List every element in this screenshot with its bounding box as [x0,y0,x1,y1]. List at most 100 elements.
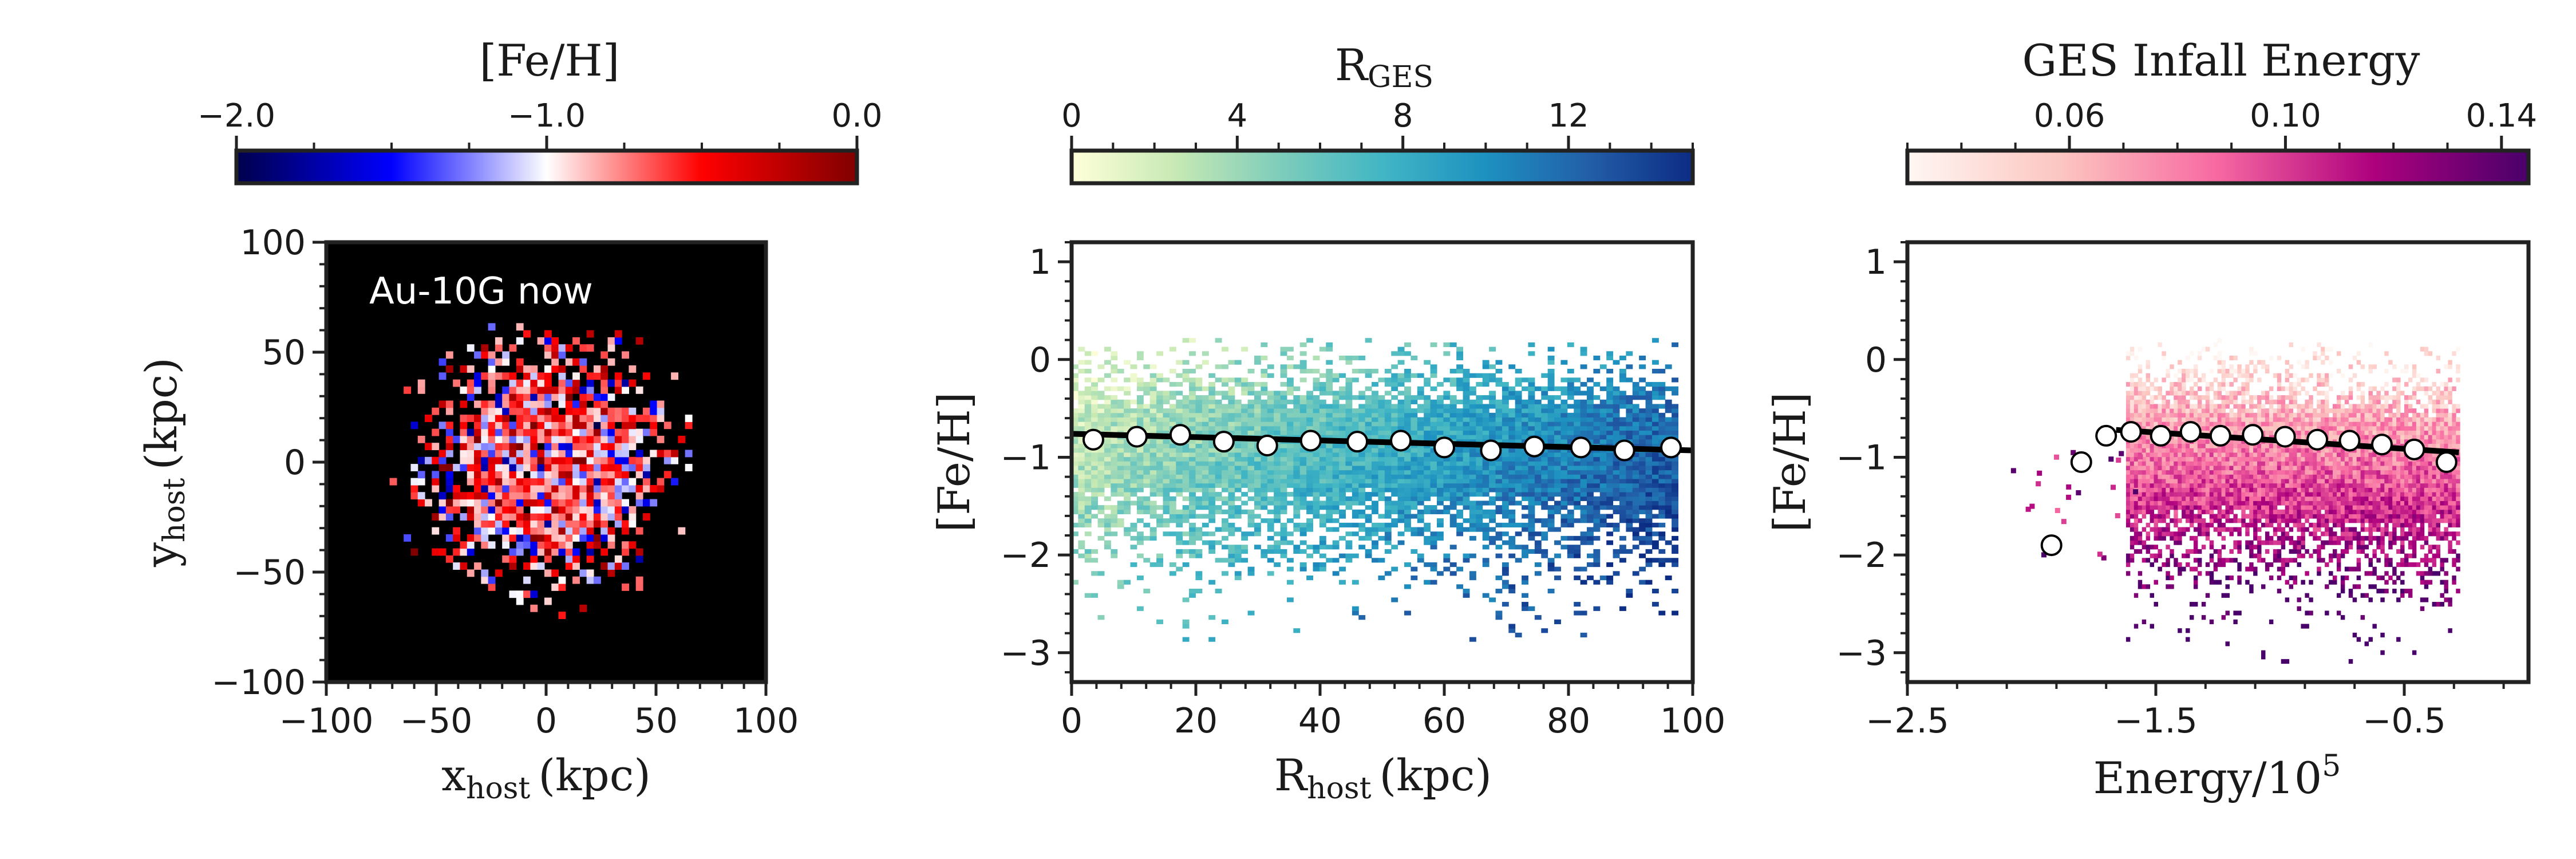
data-bin [1222,479,1228,484]
data-bin [1267,456,1274,462]
data-bin [1117,479,1124,484]
data-bin [1156,553,1163,558]
data-bin [1084,531,1092,537]
data-bin [2142,421,2147,427]
map-pixel [551,527,559,535]
map-pixel [509,407,517,415]
data-bin [1378,399,1385,404]
data-bin [1241,439,1249,444]
map-pixel [614,555,622,563]
data-bin [1261,417,1268,422]
data-bin [2129,373,2135,378]
data-bin [1384,382,1392,387]
data-bin [1404,479,1411,484]
data-bin [1378,404,1385,409]
data-bin [1228,448,1235,453]
data-bin [1482,470,1490,475]
map-pixel [558,534,566,542]
map-pixel [572,464,580,471]
data-bin [1567,492,1574,497]
data-bin [2154,496,2158,501]
data-bin [1587,479,1594,484]
data-bin [1463,527,1470,532]
data-bin [1299,456,1307,462]
map-pixel [586,344,594,352]
data-bin [1222,456,1228,462]
data-bin [1195,408,1203,413]
data-bin [1567,514,1574,519]
data-bin [1078,456,1085,462]
data-bin [1176,553,1183,558]
data-bin [1091,391,1099,396]
data-bin [1541,417,1548,422]
data-bin [1345,545,1353,550]
map-pixel [586,407,594,415]
data-bin [1515,465,1522,471]
data-bin [1580,483,1587,488]
data-bin [1072,425,1078,431]
data-bin [1195,531,1203,537]
data-bin [1397,461,1405,466]
data-bin [1599,417,1607,422]
data-bin [1228,412,1235,417]
data-bin [1326,470,1333,475]
data-bin [2125,483,2131,488]
data-bin [1567,452,1574,458]
data-bin [2174,518,2178,523]
data-bin [1267,373,1274,378]
data-bin [1665,470,1672,475]
data-bin [1567,545,1574,550]
data-bin [2129,514,2135,519]
data-bin [1176,404,1183,409]
data-bin [1149,492,1157,497]
data-bin [1397,509,1405,514]
data-bin [1522,399,1528,404]
data-bin [1189,421,1196,427]
data-bin [1365,470,1372,475]
data-bin [1391,382,1398,387]
data-bin [1208,461,1216,466]
map-pixel [614,499,622,507]
data-bin [1293,492,1301,497]
data-bin [1547,386,1555,391]
map-pixel [565,562,573,570]
data-bin [1143,535,1151,541]
data-bin [1202,456,1209,462]
data-bin [1495,483,1503,488]
map-pixel [509,555,517,563]
data-bin [1508,540,1516,545]
data-bin [1215,391,1222,396]
data-bin [1124,492,1131,497]
data-bin [1228,514,1235,519]
data-bin [1163,470,1170,475]
data-bin [1652,439,1659,444]
data-bin [1241,470,1249,475]
data-bin [1606,412,1614,417]
data-bin [1326,369,1333,374]
data-bin [2178,501,2182,506]
data-bin [1424,562,1431,568]
data-bin [2146,399,2151,404]
map-pixel [530,478,538,486]
map-pixel [614,415,622,422]
map-pixel [642,415,650,422]
data-bin [1580,346,1587,352]
data-bin [1274,479,1281,484]
data-bin [1378,558,1385,563]
data-bin [2166,399,2170,404]
data-bin [1365,386,1372,391]
data-bin [1469,575,1476,581]
map-pixel [467,471,475,479]
map-pixel [474,506,481,514]
map-pixel [488,527,496,535]
map-pixel [438,400,447,408]
data-bin [2182,470,2186,475]
data-bin [1208,386,1216,391]
data-bin [1639,535,1646,541]
data-bin [1665,364,1672,369]
data-bin [1632,421,1639,427]
data-bin [1463,417,1470,422]
data-bin [1502,421,1509,427]
data-bin [1163,501,1170,506]
data-bin [1443,558,1451,563]
